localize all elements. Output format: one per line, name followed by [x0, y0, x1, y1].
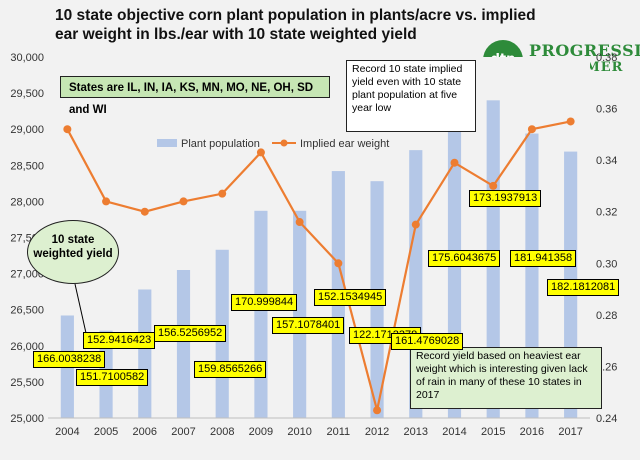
point-implied-ear-weight [489, 181, 498, 190]
y-left-tick-label: 27,000 [10, 269, 44, 281]
yield-data-label: 166.0038238 [33, 351, 106, 368]
x-tick-label: 2017 [558, 426, 582, 438]
yield-data-label: 151.7100582 [76, 369, 149, 386]
x-tick-label: 2016 [520, 426, 544, 438]
record-yield-note: Record yield based on heaviest ear weigh… [410, 347, 602, 409]
yield-data-label: 181.941358 [510, 250, 577, 267]
bar-plant-population [254, 210, 268, 418]
y-right-tick-label: 0.34 [596, 155, 617, 167]
legend-label-plant-population: Plant population [181, 138, 260, 150]
point-implied-ear-weight [334, 259, 343, 268]
y-right-tick-label: 0.30 [596, 258, 617, 270]
x-tick-label: 2009 [249, 426, 273, 438]
x-tick-label: 2013 [404, 426, 428, 438]
yield-data-label: 161.4769028 [391, 333, 464, 350]
point-implied-ear-weight [63, 125, 72, 134]
point-implied-ear-weight [527, 125, 536, 134]
y-left-tick-label: 29,000 [10, 124, 44, 136]
point-implied-ear-weight [411, 220, 420, 229]
logo-text-line1: PROGRESSIVE [529, 41, 640, 60]
states-note: States are IL, IN, IA, KS, MN, MO, NE, O… [60, 76, 330, 116]
y-right-tick-label: 0.36 [596, 104, 617, 116]
y-left-tick-label: 28,500 [10, 160, 44, 172]
yield-data-label: 152.9416423 [83, 332, 156, 349]
y-right-tick-label: 0.28 [596, 310, 617, 322]
y-left-tick-label: 26,500 [10, 305, 44, 317]
point-implied-ear-weight [179, 197, 188, 206]
y-right-tick-label: 0.24 [596, 413, 617, 425]
yield-data-label: 152.1534945 [314, 289, 387, 306]
yield-data-label: 156.5256952 [154, 325, 227, 342]
x-tick-label: 2012 [365, 426, 389, 438]
yield-data-label: 182.1812081 [547, 279, 620, 296]
x-tick-label: 2007 [171, 426, 195, 438]
bar-plant-population [138, 289, 152, 418]
chart-title: 10 state objective corn plant population… [55, 7, 536, 43]
legend-swatch-plant-population [157, 139, 177, 147]
yield-data-label: 170.999844 [231, 294, 298, 311]
x-tick-label: 2015 [481, 426, 505, 438]
y-left-tick-label: 30,000 [10, 52, 44, 64]
point-implied-ear-weight [450, 158, 459, 167]
x-tick-label: 2011 [327, 426, 351, 438]
y-left-tick-label: 29,500 [10, 88, 44, 100]
y-right-tick-label: 0.32 [596, 207, 617, 219]
point-implied-ear-weight [218, 189, 227, 198]
y-left-tick-label: 25,000 [10, 413, 44, 425]
y-right-tick-label: 0.38 [596, 52, 617, 64]
x-tick-label: 2005 [94, 426, 118, 438]
x-tick-label: 2004 [55, 426, 79, 438]
legend-label-implied-ear-weight: Implied ear weight [300, 138, 389, 150]
point-implied-ear-weight [102, 197, 111, 206]
yield-data-label: 159.8565266 [194, 361, 267, 378]
bar-plant-population [176, 269, 191, 418]
yield-data-label: 157.1078401 [272, 317, 345, 334]
y-left-tick-label: 26,000 [10, 341, 44, 353]
record-implied-yield-note: Record 10 state implied yield even with … [346, 60, 476, 132]
yield-data-label: 175.6043675 [428, 250, 501, 267]
y-left-tick-label: 28,000 [10, 196, 44, 208]
x-tick-label: 2008 [210, 426, 234, 438]
yield-data-label: 173.1937913 [469, 190, 542, 207]
weighted-yield-callout: 10 state weighted yield [27, 220, 119, 284]
point-implied-ear-weight [256, 148, 265, 157]
point-implied-ear-weight [140, 207, 149, 216]
bar-plant-population [293, 210, 307, 418]
point-implied-ear-weight [566, 117, 575, 126]
x-tick-label: 2010 [287, 426, 311, 438]
x-tick-label: 2006 [133, 426, 157, 438]
point-implied-ear-weight [295, 218, 304, 227]
legend-marker-implied-ear-weight [280, 139, 288, 147]
x-tick-label: 2014 [442, 426, 466, 438]
y-left-tick-label: 25,500 [10, 377, 44, 389]
line-implied-ear-weight [66, 120, 571, 411]
point-implied-ear-weight [373, 406, 382, 415]
